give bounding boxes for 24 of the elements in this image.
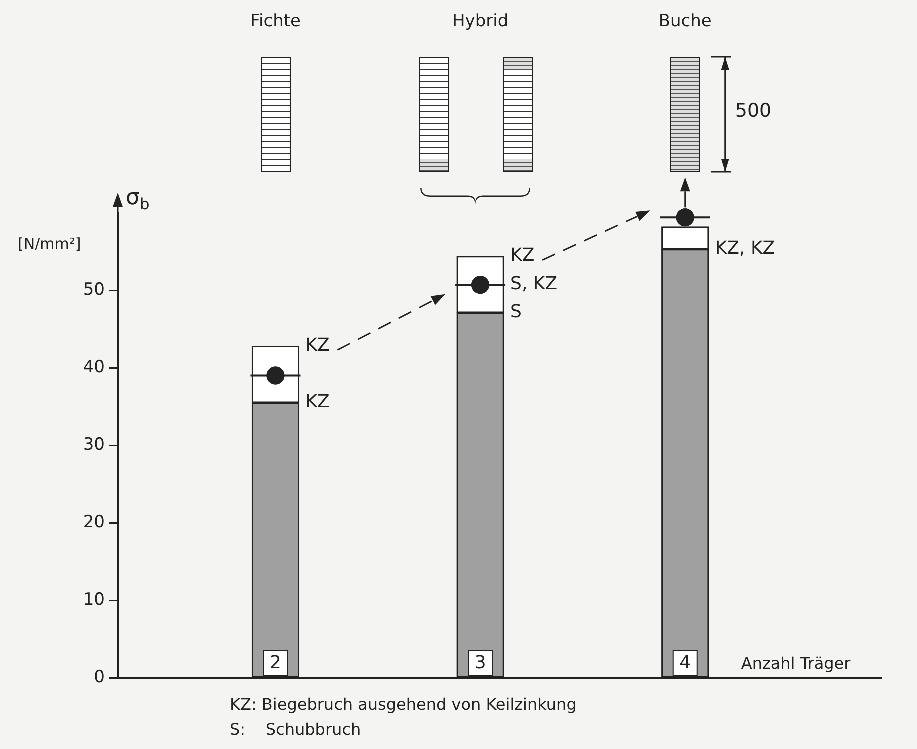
- x-tick-label: 4: [680, 652, 692, 674]
- text: [N/mm²]: [18, 234, 82, 253]
- text: Fichte: [250, 11, 301, 32]
- annotation: KZ: [306, 334, 330, 356]
- text: Buche: [658, 11, 712, 32]
- annotation: KZ: [306, 392, 330, 413]
- text: 500: [735, 100, 772, 122]
- y-tick-label: 40: [83, 357, 105, 378]
- text: S: Schubbruch: [230, 720, 362, 740]
- y-tick-label: 50: [83, 280, 105, 300]
- text: Hybrid: [452, 11, 509, 32]
- x-tick-label: 3: [474, 652, 486, 674]
- y-tick-label: 0: [94, 667, 105, 688]
- text: KZ: Biegebruch ausgehend von Keilzinkung: [230, 695, 577, 714]
- y-tick-label: 10: [83, 590, 105, 610]
- point: [676, 208, 694, 227]
- annotation: S, KZ: [510, 274, 558, 295]
- annotation: S: [510, 302, 522, 323]
- annotation: KZ, KZ: [715, 238, 776, 260]
- y-tick-label: 30: [83, 434, 105, 455]
- annotation: KZ: [510, 245, 535, 266]
- x-axis-title: Anzahl Träger: [741, 654, 852, 674]
- x-tick-label: 2: [270, 652, 282, 674]
- y-tick-label: 20: [83, 512, 105, 532]
